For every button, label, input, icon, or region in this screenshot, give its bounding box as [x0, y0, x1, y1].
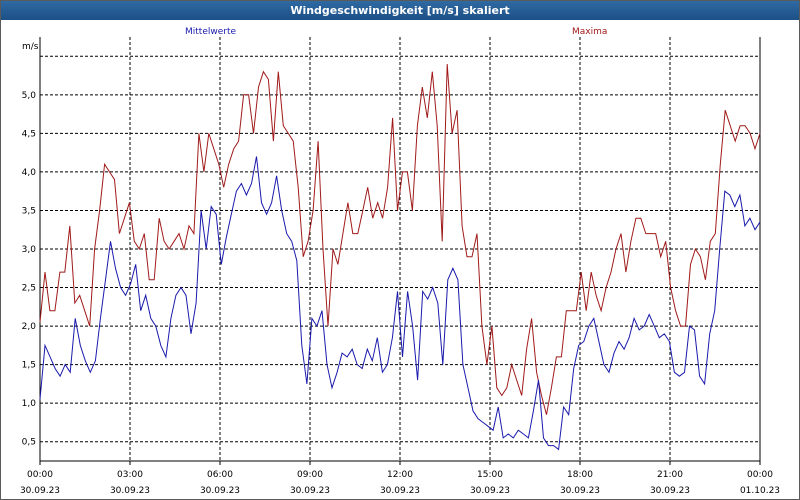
- x-tick-date: 30.09.23: [290, 486, 330, 496]
- legend-maxima: Maxima: [572, 27, 607, 37]
- x-tick-time: 18:00: [567, 470, 593, 480]
- grid-lines: [40, 37, 760, 461]
- y-tick-label: 0,5: [22, 438, 36, 448]
- x-tick-date: 30.09.23: [110, 486, 150, 496]
- y-axis-label: m/s: [22, 42, 39, 52]
- tick-labels: 0,5 1,0 1,5 2,0 2,5 3,0 3,5 4,0 4,5 5,0 00:00 30.09…: [20, 91, 780, 496]
- chart-title: Windgeschwindigkeit [m/s] skaliert: [1, 1, 799, 20]
- y-tick-label: 4,0: [22, 168, 37, 178]
- y-tick-label: 5,0: [22, 91, 37, 101]
- x-tick-date: 01.10.23: [740, 486, 780, 496]
- x-tick-date: 30.09.23: [650, 486, 690, 496]
- y-tick-label: 3,0: [22, 245, 37, 255]
- y-tick-label: 4,5: [22, 129, 36, 139]
- x-tick-date: 30.09.23: [560, 486, 600, 496]
- x-tick-date: 30.09.23: [470, 486, 510, 496]
- y-tick-label: 3,5: [22, 206, 36, 216]
- legend-mittelwerte: Mittelwerte: [185, 27, 236, 37]
- y-tick-label: 1,0: [22, 399, 37, 409]
- series-line-mittelwerte: [39, 156, 761, 451]
- x-tick-time: 12:00: [387, 470, 413, 480]
- x-tick-date: 30.09.23: [200, 486, 240, 496]
- series-lines: [39, 63, 761, 451]
- y-tick-label: 2,5: [22, 284, 36, 294]
- x-tick-date: 30.09.23: [380, 486, 420, 496]
- x-tick-time: 09:00: [297, 470, 323, 480]
- x-tick-time: 03:00: [117, 470, 143, 480]
- x-tick-time: 00:00: [747, 470, 773, 480]
- series-line-maxima: [39, 63, 761, 415]
- x-tick-time: 00:00: [27, 470, 53, 480]
- chart-axes: [39, 37, 761, 465]
- y-tick-label: 2,0: [22, 322, 37, 332]
- y-tick-label: 1,5: [22, 361, 36, 371]
- x-tick-time: 06:00: [207, 470, 233, 480]
- x-tick-date: 30.09.23: [20, 486, 60, 496]
- x-tick-time: 21:00: [657, 470, 683, 480]
- x-tick-time: 15:00: [477, 470, 503, 480]
